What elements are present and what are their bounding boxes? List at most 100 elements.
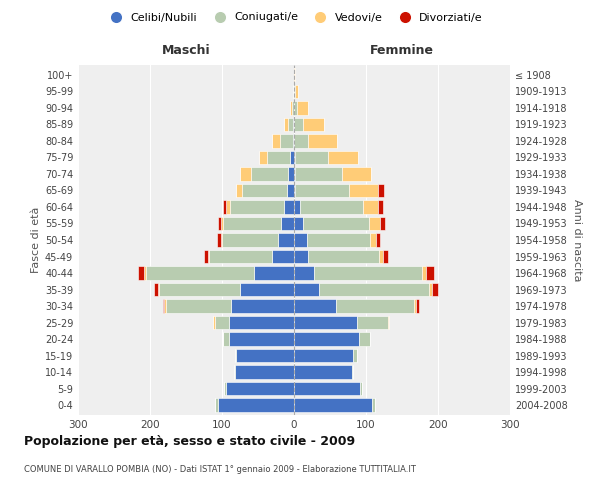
Bar xyxy=(139,266,144,280)
Bar xyxy=(432,283,438,296)
Bar xyxy=(226,382,294,395)
Bar xyxy=(379,250,383,263)
Bar xyxy=(294,118,302,131)
Bar xyxy=(413,300,416,312)
Bar xyxy=(308,134,337,147)
Bar xyxy=(226,200,230,213)
Bar xyxy=(281,217,294,230)
Bar xyxy=(294,250,308,263)
Bar xyxy=(293,85,294,98)
Bar xyxy=(295,151,328,164)
Bar xyxy=(218,398,294,411)
Bar xyxy=(221,217,223,230)
Bar xyxy=(380,217,385,230)
Bar xyxy=(259,151,268,164)
Bar xyxy=(223,332,229,345)
Text: COMUNE DI VARALLO POMBIA (NO) - Dati ISTAT 1° gennaio 2009 - Elaborazione TUTTIT: COMUNE DI VARALLO POMBIA (NO) - Dati IST… xyxy=(24,465,416,474)
Bar xyxy=(383,250,388,263)
Y-axis label: Anni di nascita: Anni di nascita xyxy=(572,198,581,281)
Bar xyxy=(234,366,235,378)
Bar xyxy=(336,300,413,312)
Bar xyxy=(204,250,208,263)
Bar xyxy=(294,382,360,395)
Bar xyxy=(297,102,308,114)
Bar xyxy=(319,283,428,296)
Bar xyxy=(300,200,363,213)
Bar xyxy=(229,332,294,345)
Bar xyxy=(359,332,370,345)
Bar xyxy=(372,398,376,411)
Bar xyxy=(342,168,371,180)
Bar xyxy=(378,184,384,197)
Bar xyxy=(222,234,278,246)
Bar xyxy=(217,234,221,246)
Bar xyxy=(294,300,336,312)
Bar xyxy=(240,168,251,180)
Bar xyxy=(240,283,294,296)
Bar xyxy=(230,300,294,312)
Bar xyxy=(307,234,370,246)
Bar xyxy=(146,266,254,280)
Bar xyxy=(352,366,353,378)
Bar xyxy=(215,398,218,411)
Bar xyxy=(294,316,358,329)
Bar xyxy=(166,300,230,312)
Bar xyxy=(208,250,209,263)
Bar xyxy=(242,184,287,197)
Bar xyxy=(377,200,383,213)
Bar xyxy=(154,283,158,296)
Bar xyxy=(235,366,294,378)
Bar xyxy=(294,200,300,213)
Bar xyxy=(302,118,324,131)
Bar xyxy=(224,382,226,395)
Bar xyxy=(292,102,294,114)
Bar xyxy=(294,184,295,197)
Bar xyxy=(294,283,319,296)
Bar xyxy=(287,118,293,131)
Bar xyxy=(416,300,419,312)
Bar xyxy=(302,217,369,230)
Bar xyxy=(294,102,297,114)
Bar xyxy=(295,168,342,180)
Bar xyxy=(294,398,372,411)
Bar xyxy=(218,217,221,230)
Bar xyxy=(314,266,422,280)
Bar xyxy=(294,266,314,280)
Bar xyxy=(369,217,380,230)
Legend: Celibi/Nubili, Coniugati/e, Vedovi/e, Divorziati/e: Celibi/Nubili, Coniugati/e, Vedovi/e, Di… xyxy=(101,8,487,27)
Bar xyxy=(293,134,294,147)
Bar xyxy=(422,266,426,280)
Bar xyxy=(294,332,359,345)
Bar xyxy=(164,300,166,312)
Bar xyxy=(370,234,376,246)
Bar xyxy=(428,283,432,296)
Bar xyxy=(209,250,272,263)
Bar xyxy=(308,250,379,263)
Bar xyxy=(144,266,146,280)
Bar xyxy=(229,316,294,329)
Bar xyxy=(215,316,229,329)
Text: Maschi: Maschi xyxy=(161,44,211,57)
Bar xyxy=(214,316,215,329)
Bar xyxy=(294,234,307,246)
Bar xyxy=(221,234,222,246)
Bar xyxy=(426,266,434,280)
Bar xyxy=(268,151,290,164)
Bar xyxy=(278,234,294,246)
Y-axis label: Fasce di età: Fasce di età xyxy=(31,207,41,273)
Bar xyxy=(294,85,295,98)
Bar xyxy=(284,118,287,131)
Bar xyxy=(280,134,293,147)
Bar xyxy=(353,349,356,362)
Text: Popolazione per età, sesso e stato civile - 2009: Popolazione per età, sesso e stato civil… xyxy=(24,435,355,448)
Bar xyxy=(363,200,377,213)
Bar xyxy=(158,283,160,296)
Bar xyxy=(295,85,298,98)
Bar xyxy=(294,134,308,147)
Bar xyxy=(160,283,240,296)
Bar xyxy=(328,151,358,164)
Bar xyxy=(223,217,281,230)
Bar xyxy=(287,184,294,197)
Bar xyxy=(295,184,349,197)
Bar xyxy=(294,217,302,230)
